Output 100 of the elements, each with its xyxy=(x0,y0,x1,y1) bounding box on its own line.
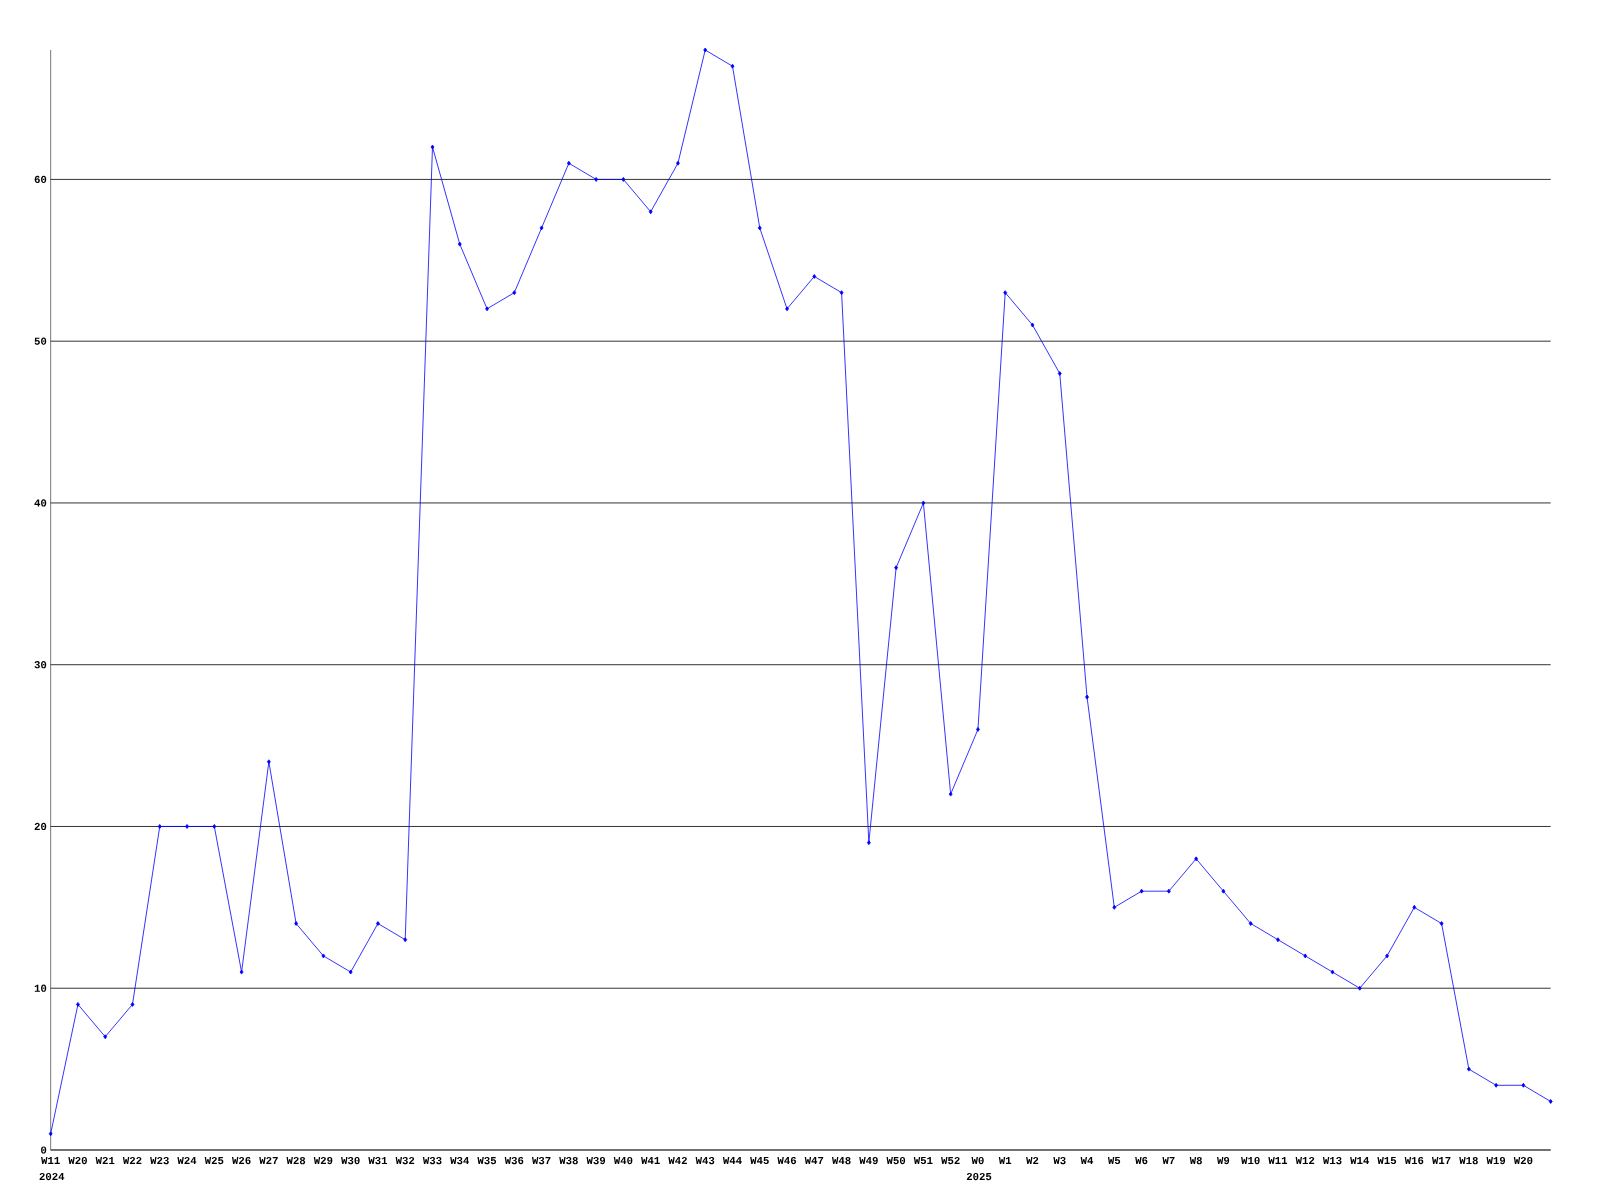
point xyxy=(976,727,980,732)
x-tick-label: W29 xyxy=(313,1156,333,1165)
y-tick-label: 20 xyxy=(34,822,47,831)
x-tick-label: W35 xyxy=(477,1156,497,1165)
x-tick-label: W4 xyxy=(1080,1156,1094,1164)
x-tick-label: W13 xyxy=(1322,1156,1342,1165)
x-tick-label: W27 xyxy=(259,1156,278,1165)
x-tick-label: W8 xyxy=(1189,1156,1202,1165)
x-tick-label: W10 xyxy=(1241,1156,1260,1165)
point xyxy=(648,209,653,215)
x-tick-label: W34 xyxy=(450,1156,470,1165)
point xyxy=(948,791,953,797)
point xyxy=(1330,969,1335,975)
point xyxy=(1412,904,1417,910)
x-tick-label: W38 xyxy=(559,1156,578,1165)
x-tick-label: W5 xyxy=(1107,1156,1121,1165)
point xyxy=(566,160,571,166)
point xyxy=(1166,888,1171,894)
point xyxy=(430,144,435,150)
text: 2025 xyxy=(966,1172,992,1181)
x-tick-label: W42 xyxy=(668,1156,687,1165)
point xyxy=(376,921,380,926)
x-tick-label: W1 xyxy=(998,1156,1012,1164)
point xyxy=(757,225,762,231)
point xyxy=(457,241,462,247)
point xyxy=(1057,371,1062,376)
point xyxy=(1466,1066,1471,1072)
x-tick-label: W26 xyxy=(231,1156,251,1165)
x-tick-label: W45 xyxy=(750,1156,769,1165)
point xyxy=(512,290,517,296)
x-tick-label: W36 xyxy=(504,1156,524,1165)
x-tick-label: W0 xyxy=(971,1156,984,1165)
point xyxy=(485,306,489,312)
x-tick-label: W15 xyxy=(1377,1156,1397,1165)
x-tick-label: W31 xyxy=(368,1156,388,1165)
point xyxy=(103,1034,108,1040)
y-tick-label: 30 xyxy=(34,661,47,669)
y-tick-label: 40 xyxy=(34,499,47,507)
x-tick-label: W2 xyxy=(1026,1156,1039,1165)
x-tick-label: W11 xyxy=(41,1156,60,1164)
point xyxy=(157,824,162,829)
point xyxy=(676,160,680,166)
x-tick-label: W21 xyxy=(95,1156,115,1165)
point xyxy=(1221,888,1226,894)
point xyxy=(894,565,899,571)
point xyxy=(403,937,408,943)
x-tick-label: W50 xyxy=(886,1156,906,1165)
x-tick-label: W16 xyxy=(1404,1156,1424,1165)
point xyxy=(1030,322,1035,328)
point xyxy=(730,63,735,69)
point xyxy=(1521,1082,1526,1088)
x-tick-label: W11 xyxy=(1268,1156,1288,1164)
x-tick-label: W33 xyxy=(422,1156,442,1165)
point xyxy=(1494,1082,1499,1088)
x-tick-label: W47 xyxy=(804,1156,824,1164)
x-tick-label: W20 xyxy=(1513,1156,1533,1165)
point xyxy=(266,759,271,765)
point xyxy=(1112,904,1117,910)
point xyxy=(239,969,244,975)
x-tick-label: W39 xyxy=(586,1156,606,1165)
x-tick-label: W3 xyxy=(1053,1156,1066,1165)
x-tick-label: W19 xyxy=(1486,1156,1506,1165)
point xyxy=(348,969,353,975)
point xyxy=(594,177,599,182)
x-tick-label: W7 xyxy=(1162,1156,1175,1164)
x-tick-label: W6 xyxy=(1135,1156,1148,1165)
y-tick-label: 0 xyxy=(41,1146,47,1154)
point xyxy=(1548,1099,1553,1104)
point xyxy=(1139,888,1144,894)
point xyxy=(1276,937,1280,943)
point xyxy=(1085,694,1089,700)
x-tick-label: W20 xyxy=(68,1156,87,1165)
point xyxy=(1303,953,1308,959)
y-tick-label: 10 xyxy=(34,984,47,992)
point xyxy=(130,1002,135,1007)
point xyxy=(185,824,189,829)
x-tick-label: W44 xyxy=(722,1156,742,1164)
point xyxy=(539,225,544,231)
point xyxy=(785,306,789,312)
x-tick-label: W37 xyxy=(531,1156,551,1165)
x-tick-label: W23 xyxy=(150,1156,169,1165)
point xyxy=(839,290,844,296)
point xyxy=(921,500,926,506)
point xyxy=(321,953,326,959)
x-tick-label: W17 xyxy=(1431,1156,1451,1164)
y-tick-label: 50 xyxy=(34,337,47,345)
x-tick-label: W28 xyxy=(286,1156,306,1165)
x-tick-label: W18 xyxy=(1459,1156,1478,1165)
x-tick-label: W49 xyxy=(859,1156,878,1165)
x-tick-label: W9 xyxy=(1217,1156,1230,1165)
x-tick-label: W43 xyxy=(695,1156,715,1165)
x-tick-label: W40 xyxy=(613,1156,633,1165)
point xyxy=(294,921,299,926)
point xyxy=(1357,985,1362,991)
point xyxy=(48,1131,53,1137)
x-tick-label: W52 xyxy=(941,1156,960,1165)
point xyxy=(1194,856,1199,862)
point xyxy=(76,1002,80,1007)
point xyxy=(1003,290,1008,296)
x-tick-label: W14 xyxy=(1350,1156,1370,1164)
